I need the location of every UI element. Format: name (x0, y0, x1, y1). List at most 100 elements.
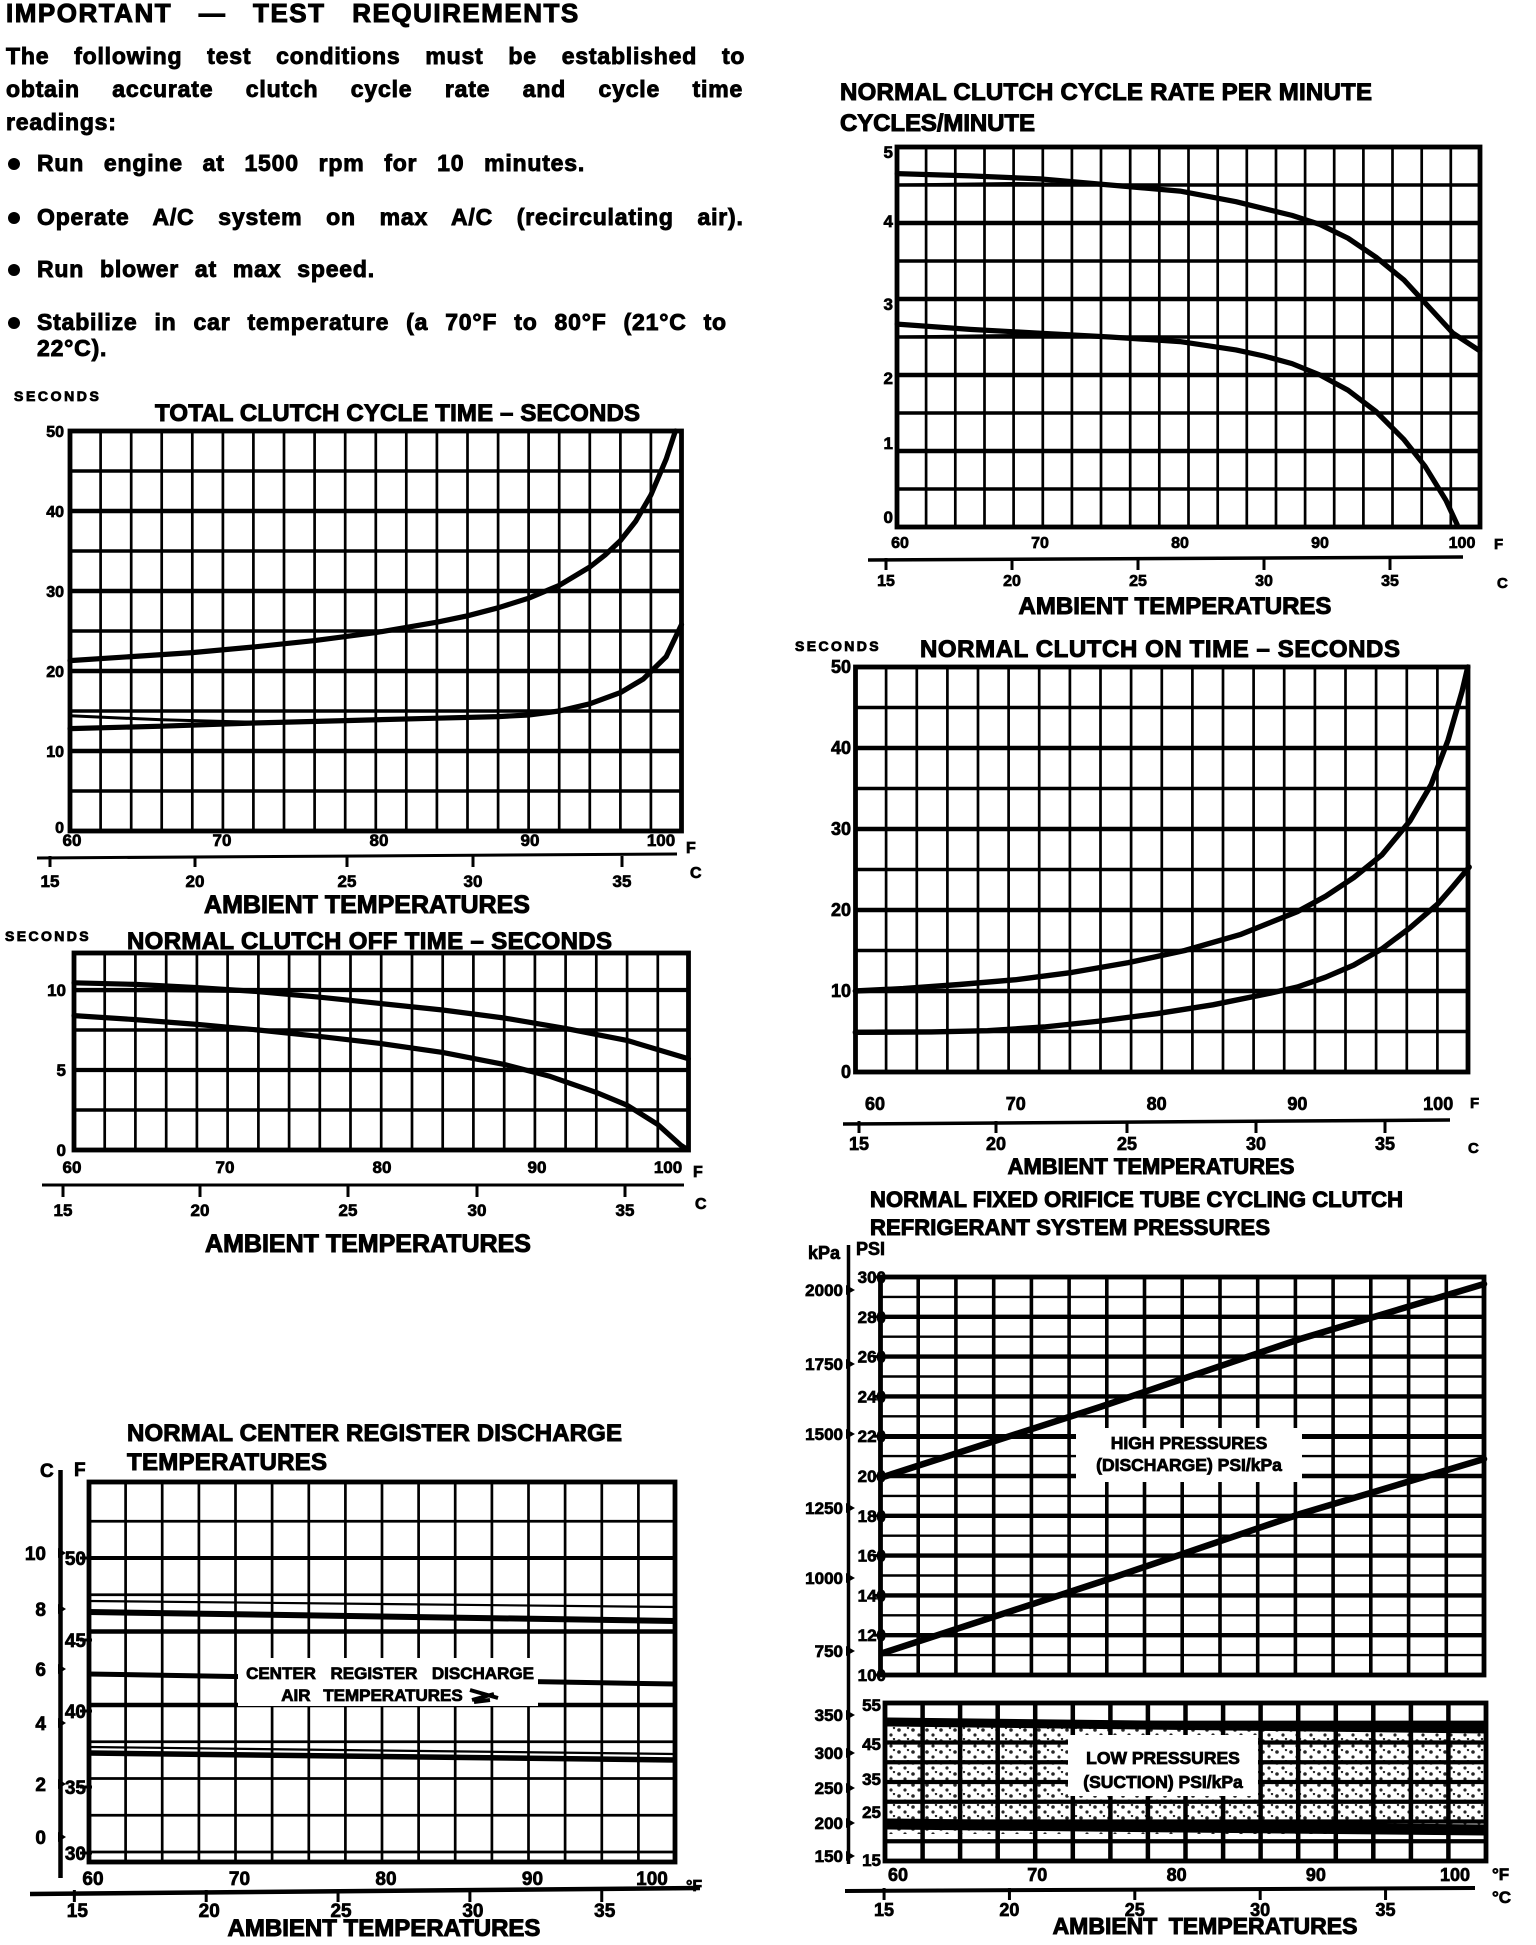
svg-text:F: F (693, 1164, 703, 1181)
svg-text:NORMAL CLUTCH ON TIME – SECON: NORMAL CLUTCH ON TIME – SECONDS (920, 636, 1400, 663)
svg-text:F: F (74, 1460, 86, 1481)
svg-text:15: 15 (54, 1201, 73, 1220)
svg-text:45: 45 (65, 1631, 87, 1652)
svg-text:40: 40 (46, 504, 64, 521)
svg-text:30: 30 (831, 819, 851, 839)
svg-text:250: 250 (815, 1779, 843, 1798)
svg-text:5: 5 (884, 143, 893, 162)
svg-text:Stabilize in car temperature (: Stabilize in car temperature (a 70°F to … (37, 309, 727, 335)
svg-text:100: 100 (858, 1666, 886, 1685)
svg-text:280: 280 (858, 1308, 886, 1327)
svg-text:2000: 2000 (805, 1281, 843, 1300)
svg-text:25: 25 (330, 1901, 352, 1922)
svg-text:NORMAL FIXED ORIFICE TUBE CYCL: NORMAL FIXED ORIFICE TUBE CYCLING CLUTCH (870, 1187, 1403, 1212)
svg-text:SECONDS: SECONDS (5, 928, 91, 944)
svg-text:15: 15 (849, 1134, 869, 1154)
svg-text:60: 60 (82, 1869, 103, 1890)
svg-text:F: F (1494, 536, 1503, 553)
svg-text:60: 60 (63, 831, 82, 850)
svg-text:1000: 1000 (805, 1569, 843, 1588)
svg-text:90: 90 (1306, 1865, 1326, 1885)
svg-text:50: 50 (46, 424, 64, 441)
svg-text:20: 20 (186, 872, 205, 891)
svg-text:AIR TEMPERATURES: AIR TEMPERATURES (281, 1686, 462, 1705)
svg-text:AMBIENT TEMPERATURES: AMBIENT TEMPERATURES (1053, 1913, 1358, 1939)
svg-text:80: 80 (370, 831, 389, 850)
svg-text:35: 35 (616, 1201, 635, 1220)
svg-text:50: 50 (831, 657, 851, 677)
svg-text:100: 100 (647, 831, 675, 850)
svg-text:0: 0 (35, 1828, 46, 1849)
svg-text:300: 300 (858, 1268, 886, 1287)
svg-text:25: 25 (1117, 1134, 1137, 1154)
svg-text:15: 15 (874, 1900, 894, 1920)
svg-text:100: 100 (1449, 535, 1476, 552)
svg-text:70: 70 (229, 1869, 250, 1890)
svg-text:15: 15 (862, 1851, 881, 1870)
svg-text:CENTER REGISTER DISCHARGE: CENTER REGISTER DISCHARGE (246, 1664, 534, 1683)
svg-text:90: 90 (522, 1869, 543, 1890)
svg-text:F: F (686, 840, 696, 857)
svg-text:90: 90 (521, 831, 540, 850)
svg-text:20: 20 (999, 1900, 1019, 1920)
svg-text:AMBIENT TEMPERATURES: AMBIENT TEMPERATURES (1019, 593, 1332, 620)
svg-text:HIGH PRESSURES: HIGH PRESSURES (1111, 1433, 1268, 1453)
svg-text:20: 20 (1003, 573, 1021, 590)
svg-text:70: 70 (213, 831, 232, 850)
svg-text:0: 0 (884, 508, 893, 527)
svg-text:10: 10 (25, 1544, 46, 1565)
svg-text:200: 200 (858, 1467, 886, 1486)
svg-text:100: 100 (1423, 1094, 1453, 1114)
svg-text:6: 6 (35, 1660, 46, 1681)
svg-text:NORMAL CLUTCH CYCLE RATE PER M: NORMAL CLUTCH CYCLE RATE PER MINUTE (840, 79, 1372, 106)
svg-text:750: 750 (815, 1642, 843, 1661)
svg-text:60: 60 (865, 1094, 885, 1114)
svg-text:3: 3 (884, 295, 893, 314)
svg-text:90: 90 (1311, 535, 1329, 552)
svg-text:260: 260 (858, 1348, 886, 1367)
svg-text:The following test conditions: The following test conditions must be es… (6, 43, 745, 69)
svg-text:30: 30 (1246, 1134, 1266, 1154)
svg-text:100: 100 (636, 1869, 668, 1890)
svg-text:30: 30 (1255, 573, 1273, 590)
svg-text:120: 120 (858, 1626, 886, 1645)
svg-text:20: 20 (986, 1134, 1006, 1154)
svg-text:0: 0 (55, 820, 64, 837)
svg-text:70: 70 (216, 1158, 235, 1177)
svg-text:C: C (690, 865, 702, 882)
svg-text:160: 160 (858, 1547, 886, 1566)
svg-text:35: 35 (862, 1770, 881, 1789)
svg-text:90: 90 (1287, 1094, 1307, 1114)
svg-text:70: 70 (1031, 535, 1049, 552)
svg-text:1250: 1250 (805, 1499, 843, 1518)
svg-text:30: 30 (468, 1201, 487, 1220)
svg-text:80: 80 (1147, 1094, 1167, 1114)
svg-text:LOW PRESSURES: LOW PRESSURES (1086, 1748, 1240, 1768)
svg-text:35: 35 (613, 872, 632, 891)
svg-text:TEMPERATURES: TEMPERATURES (127, 1449, 327, 1476)
svg-text:60: 60 (888, 1865, 908, 1885)
svg-text:70: 70 (1006, 1094, 1026, 1114)
svg-text:45: 45 (862, 1735, 881, 1754)
svg-text:1500: 1500 (805, 1425, 843, 1444)
svg-text:55: 55 (862, 1696, 881, 1715)
svg-text:C: C (40, 1461, 54, 1482)
svg-text:20: 20 (46, 664, 64, 681)
svg-text:350: 350 (815, 1706, 843, 1725)
svg-text:10: 10 (831, 981, 851, 1001)
svg-text:obtain accurate clutch cycle r: obtain accurate clutch cycle rate and cy… (6, 76, 743, 102)
svg-text:C: C (695, 1196, 707, 1213)
svg-text:2: 2 (35, 1775, 46, 1796)
svg-text:30: 30 (65, 1844, 86, 1865)
svg-text:15: 15 (877, 573, 895, 590)
svg-text:35: 35 (594, 1901, 616, 1922)
svg-text:(DISCHARGE) PSI/kPa: (DISCHARGE) PSI/kPa (1096, 1455, 1282, 1475)
svg-text:SECONDS: SECONDS (14, 388, 101, 404)
svg-text:0: 0 (841, 1062, 851, 1082)
svg-text:25: 25 (339, 1201, 358, 1220)
svg-text:15: 15 (41, 872, 60, 891)
svg-text:35: 35 (1375, 1134, 1395, 1154)
svg-text:40: 40 (65, 1702, 86, 1723)
svg-text:50: 50 (65, 1549, 86, 1570)
svg-text:8: 8 (35, 1600, 46, 1621)
